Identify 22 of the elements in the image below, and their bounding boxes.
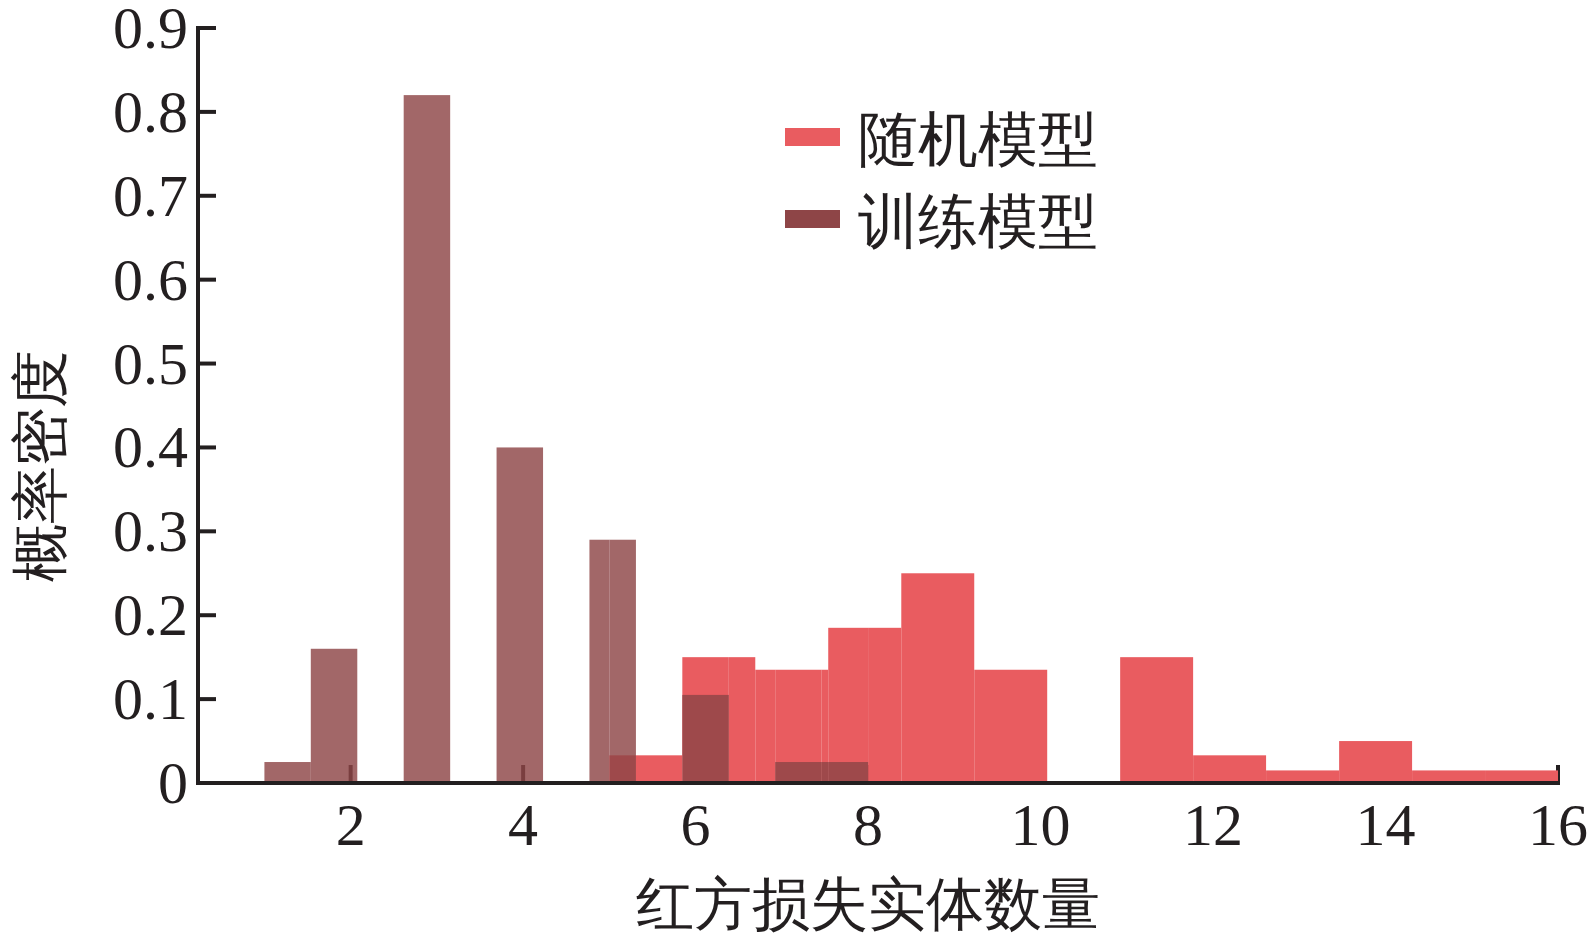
y-tick-label: 0.7 <box>113 162 188 229</box>
y-tick-label: 0.2 <box>113 582 188 649</box>
x-tick-label: 14 <box>1355 792 1416 858</box>
legend-label: 随机模型 <box>858 107 1098 173</box>
x-tick-label: 8 <box>853 792 884 858</box>
y-tick-label: 0.1 <box>113 666 188 733</box>
y-tick-label: 0.6 <box>113 246 188 313</box>
x-tick-label: 10 <box>1010 792 1071 858</box>
x-tick-label: 2 <box>335 792 366 858</box>
y-tick-label: 0.3 <box>113 498 188 565</box>
x-tick-label: 12 <box>1183 792 1244 858</box>
x-tick-label: 16 <box>1528 792 1588 858</box>
y-tick-label: 0.5 <box>113 330 188 397</box>
legend-label: 训练模型 <box>858 189 1098 255</box>
y-tick-label: 0.9 <box>113 0 188 61</box>
x-axis-title: 红方损失实体数量 <box>636 872 1100 934</box>
y-tick-label: 0.8 <box>113 78 188 145</box>
y-tick-label: 0.4 <box>113 414 188 481</box>
y-axis-title: 概率密度 <box>8 349 73 582</box>
y-tick-label: 0 <box>158 750 188 816</box>
x-tick-label: 6 <box>680 792 711 858</box>
x-tick-label: 4 <box>508 792 539 858</box>
